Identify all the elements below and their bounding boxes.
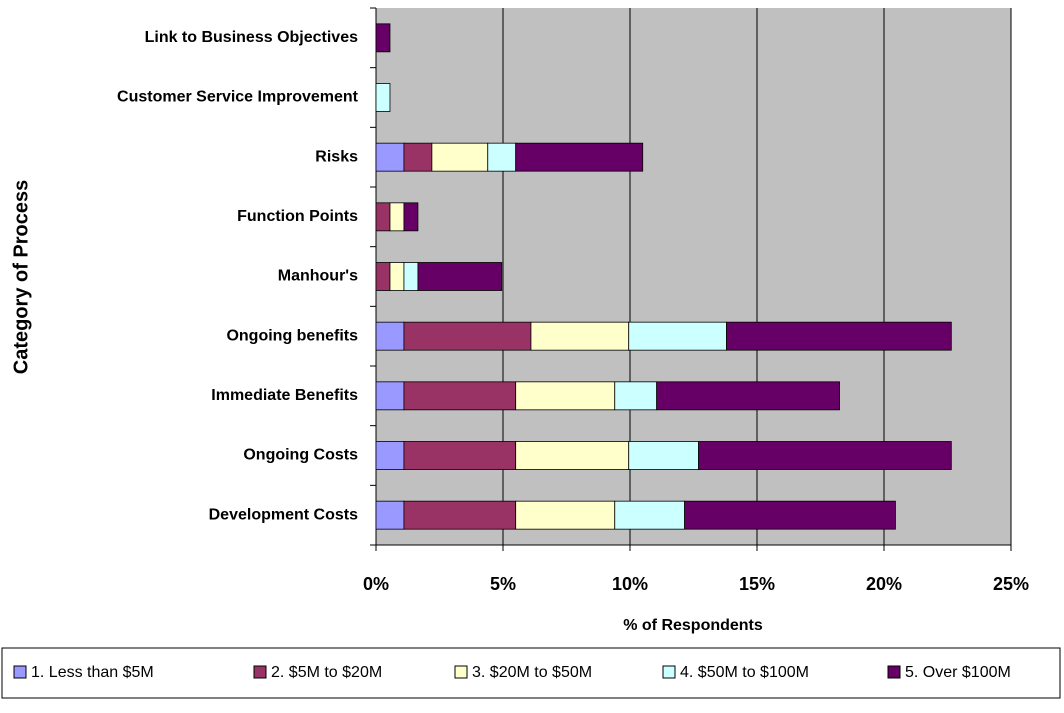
legend-swatch bbox=[662, 665, 676, 679]
y-tick-label: Ongoing Costs bbox=[243, 447, 358, 464]
bar-segment bbox=[515, 142, 644, 172]
x-tick-label: 15% bbox=[739, 574, 775, 594]
bar-segment bbox=[515, 441, 630, 470]
bar-segment bbox=[698, 441, 952, 470]
legend-swatch bbox=[253, 665, 267, 679]
bar-segment bbox=[403, 381, 517, 411]
bar-segment bbox=[403, 262, 419, 291]
bar-segment bbox=[487, 142, 517, 172]
bar-segment bbox=[684, 500, 896, 530]
y-tick-label: Customer Service Improvement bbox=[117, 89, 359, 106]
bar-segment bbox=[530, 321, 630, 351]
legend-swatch bbox=[454, 665, 468, 679]
bar-segment bbox=[403, 441, 517, 470]
legend-label: 5. Over $100M bbox=[905, 664, 1011, 681]
x-axis-title: % of Respondents bbox=[623, 617, 763, 634]
y-tick-label: Immediate Benefits bbox=[211, 387, 358, 404]
y-tick-label: Ongoing benefits bbox=[226, 327, 358, 344]
bar-segment bbox=[375, 202, 391, 232]
legend-label: 1. Less than $5M bbox=[31, 664, 154, 681]
bar-segment bbox=[403, 202, 419, 232]
bar-segment bbox=[375, 23, 391, 53]
legend-swatch bbox=[887, 665, 901, 679]
legend-swatch bbox=[13, 665, 27, 679]
legend-label: 4. $50M to $100M bbox=[680, 664, 809, 681]
x-tick-label: 25% bbox=[993, 574, 1029, 594]
bar-segment bbox=[431, 142, 489, 172]
bar-segment bbox=[726, 321, 952, 351]
bar-segment bbox=[375, 500, 405, 530]
bar-segment bbox=[389, 202, 405, 232]
bar-segment bbox=[403, 500, 517, 530]
y-tick-label: Function Points bbox=[237, 208, 358, 225]
y-tick-label: Link to Business Objectives bbox=[145, 29, 359, 46]
bar-segment bbox=[656, 381, 840, 411]
x-tick-label: 10% bbox=[612, 574, 648, 594]
bar-segment bbox=[375, 441, 405, 470]
bar-segment bbox=[389, 262, 405, 291]
bar-segment bbox=[628, 321, 727, 351]
bar-segment bbox=[403, 142, 433, 172]
y-axis-title: Category of Process bbox=[10, 180, 32, 375]
bar-segment bbox=[628, 441, 699, 470]
bar-segment bbox=[403, 321, 532, 351]
x-tick-label: 0% bbox=[363, 574, 389, 594]
bar-segment bbox=[614, 500, 686, 530]
y-tick-label: Manhour's bbox=[278, 268, 358, 285]
bar-segment bbox=[515, 500, 616, 530]
legend-box bbox=[1, 647, 1061, 699]
bar-segment bbox=[375, 83, 391, 112]
bar-segment bbox=[375, 262, 391, 291]
bar-segment bbox=[417, 262, 503, 291]
bar-segment bbox=[375, 381, 405, 411]
legend-label: 2. $5M to $20M bbox=[271, 664, 382, 681]
y-tick-label: Development Costs bbox=[209, 506, 358, 523]
x-tick-label: 5% bbox=[490, 574, 516, 594]
bar-segment bbox=[375, 321, 405, 351]
bar-segment bbox=[375, 142, 405, 172]
bar-segment bbox=[515, 381, 616, 411]
bar-segment bbox=[614, 381, 658, 411]
x-tick-label: 20% bbox=[866, 574, 902, 594]
y-tick-label: Risks bbox=[315, 148, 358, 165]
legend-label: 3. $20M to $50M bbox=[472, 664, 592, 681]
